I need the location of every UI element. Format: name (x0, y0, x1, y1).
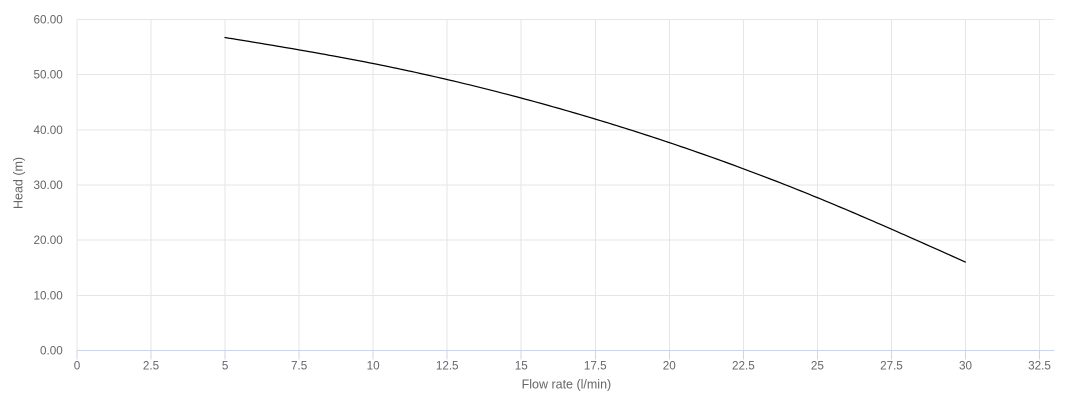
svg-text:50.00: 50.00 (34, 69, 64, 82)
svg-text:0.00: 0.00 (40, 345, 63, 358)
svg-text:5: 5 (222, 359, 229, 372)
svg-text:20.00: 20.00 (34, 234, 64, 247)
svg-text:17.5: 17.5 (584, 359, 607, 372)
svg-text:30: 30 (959, 359, 973, 372)
svg-text:2.5: 2.5 (143, 359, 160, 372)
svg-text:Flow rate (l/min): Flow rate (l/min) (522, 378, 612, 392)
svg-text:0: 0 (74, 359, 81, 372)
svg-text:22.5: 22.5 (732, 359, 755, 372)
svg-text:7.5: 7.5 (291, 359, 308, 372)
svg-text:25: 25 (811, 359, 825, 372)
svg-text:20: 20 (663, 359, 677, 372)
svg-text:32.5: 32.5 (1028, 359, 1051, 372)
svg-text:12.5: 12.5 (436, 359, 459, 372)
svg-text:10: 10 (367, 359, 381, 372)
svg-text:30.00: 30.00 (34, 179, 64, 192)
svg-text:10.00: 10.00 (34, 289, 64, 302)
svg-text:60.00: 60.00 (34, 14, 64, 27)
svg-text:Head (m): Head (m) (12, 157, 26, 209)
svg-text:40.00: 40.00 (34, 124, 64, 137)
svg-text:15: 15 (515, 359, 529, 372)
svg-text:27.5: 27.5 (880, 359, 903, 372)
